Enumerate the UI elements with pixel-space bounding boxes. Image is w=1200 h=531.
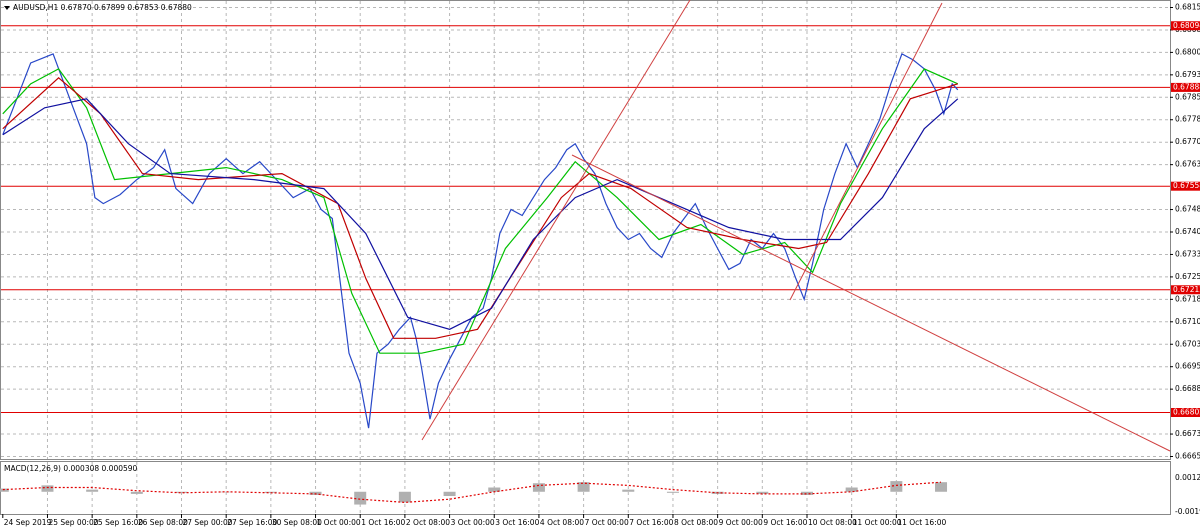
trend-line bbox=[571, 154, 1171, 452]
y-tick-label: 0.67105 bbox=[1175, 317, 1200, 326]
y-tick-label: -0.00190 bbox=[1175, 507, 1200, 516]
x-tick-label: 2 Oct 08:00 bbox=[406, 518, 450, 527]
y-tick-label: 0.67405 bbox=[1175, 227, 1200, 236]
macd-bar bbox=[935, 482, 948, 492]
series-line bbox=[2, 98, 959, 330]
x-tick-label: 25 Sep 00:00 bbox=[48, 518, 98, 527]
plot bbox=[0, 1, 1170, 514]
series-line bbox=[2, 481, 942, 504]
x-tick-label: 7 Oct 16:00 bbox=[629, 518, 673, 527]
x-tick-label: 3 Oct 00:00 bbox=[451, 518, 495, 527]
macd-bar bbox=[41, 485, 54, 492]
y-tick-label: 0.67855 bbox=[1175, 92, 1200, 101]
trend-line bbox=[789, 2, 943, 301]
level-tag bbox=[1171, 21, 1200, 31]
price-panel bbox=[0, 0, 1171, 460]
level-tag bbox=[1171, 82, 1200, 92]
x-tick-label: 30 Sep 08:00 bbox=[272, 518, 322, 527]
x-tick-label: 1 Oct 16:00 bbox=[361, 518, 405, 527]
series-line bbox=[2, 68, 959, 354]
macd-bar bbox=[443, 491, 456, 497]
y-tick-label: 0.68005 bbox=[1175, 47, 1200, 56]
x-tick-label: 25 Sep 16:00 bbox=[93, 518, 143, 527]
level-label: 0.68094 bbox=[1173, 21, 1200, 30]
macd-bar bbox=[0, 488, 9, 492]
macd-bar bbox=[800, 491, 813, 495]
macd-bar bbox=[220, 491, 233, 493]
series-line bbox=[2, 53, 959, 429]
y-tick-label: 0.67705 bbox=[1175, 137, 1200, 146]
x-tick-label: 9 Oct 00:00 bbox=[719, 518, 763, 527]
y-tick-label: 0.66655 bbox=[1175, 452, 1200, 461]
x-tick-label: 27 Sep 00:00 bbox=[183, 518, 233, 527]
level-label: 0.66802 bbox=[1173, 408, 1200, 417]
macd-bar bbox=[577, 482, 590, 492]
macd-bar bbox=[532, 483, 545, 492]
macd-bar bbox=[666, 491, 679, 493]
trend-line bbox=[421, 0, 691, 441]
x-tick-label: 4 Oct 08:00 bbox=[540, 518, 584, 527]
level-tag bbox=[1171, 285, 1200, 295]
macd-title: MACD(12,26,9) 0.000308 0.000590 bbox=[4, 464, 138, 473]
x-tick-label: 26 Sep 08:00 bbox=[138, 518, 188, 527]
x-tick-label: 8 Oct 08:00 bbox=[674, 518, 718, 527]
x-tick-label: 9 Oct 16:00 bbox=[763, 518, 807, 527]
symbol-arrow bbox=[4, 6, 10, 10]
y-tick-label: 0.66955 bbox=[1175, 362, 1200, 371]
macd-bar bbox=[890, 481, 903, 492]
x-tick-label: 3 Oct 16:00 bbox=[495, 518, 539, 527]
x-tick-label: 24 Sep 2019 bbox=[4, 518, 52, 527]
chart-title: AUDUSD,H1 0.67870 0.67899 0.67853 0.6788… bbox=[13, 3, 192, 12]
macd-bar bbox=[488, 487, 501, 492]
level-label: 0.67888 bbox=[1173, 82, 1200, 91]
macd-bar bbox=[398, 491, 411, 503]
macd-bar bbox=[756, 491, 769, 494]
y-tick-label: 0.67255 bbox=[1175, 272, 1200, 281]
x-tick-label: 27 Sep 16:00 bbox=[227, 518, 277, 527]
macd-bar bbox=[86, 489, 99, 492]
macd-bar bbox=[175, 491, 188, 493]
macd-bar bbox=[354, 491, 367, 505]
x-tick-label: 11 Oct 00:00 bbox=[853, 518, 902, 527]
x-tick-label: 7 Oct 00:00 bbox=[585, 518, 629, 527]
y-tick-label: 0.68155 bbox=[1175, 2, 1200, 11]
x-tick-label: 10 Oct 08:00 bbox=[808, 518, 857, 527]
macd-bar bbox=[130, 491, 143, 494]
macd-bar bbox=[845, 487, 858, 492]
x-tick-label: 1 Oct 00:00 bbox=[317, 518, 361, 527]
level-tag bbox=[1171, 181, 1200, 191]
level-label: 0.67212 bbox=[1173, 285, 1200, 294]
level-tag bbox=[1171, 408, 1200, 417]
level-label: 0.67558 bbox=[1173, 181, 1200, 190]
y-tick-label: 0.001292 bbox=[1175, 473, 1200, 482]
x-tick-label: 11 Oct 16:00 bbox=[897, 518, 946, 527]
macd-bar bbox=[622, 489, 635, 492]
